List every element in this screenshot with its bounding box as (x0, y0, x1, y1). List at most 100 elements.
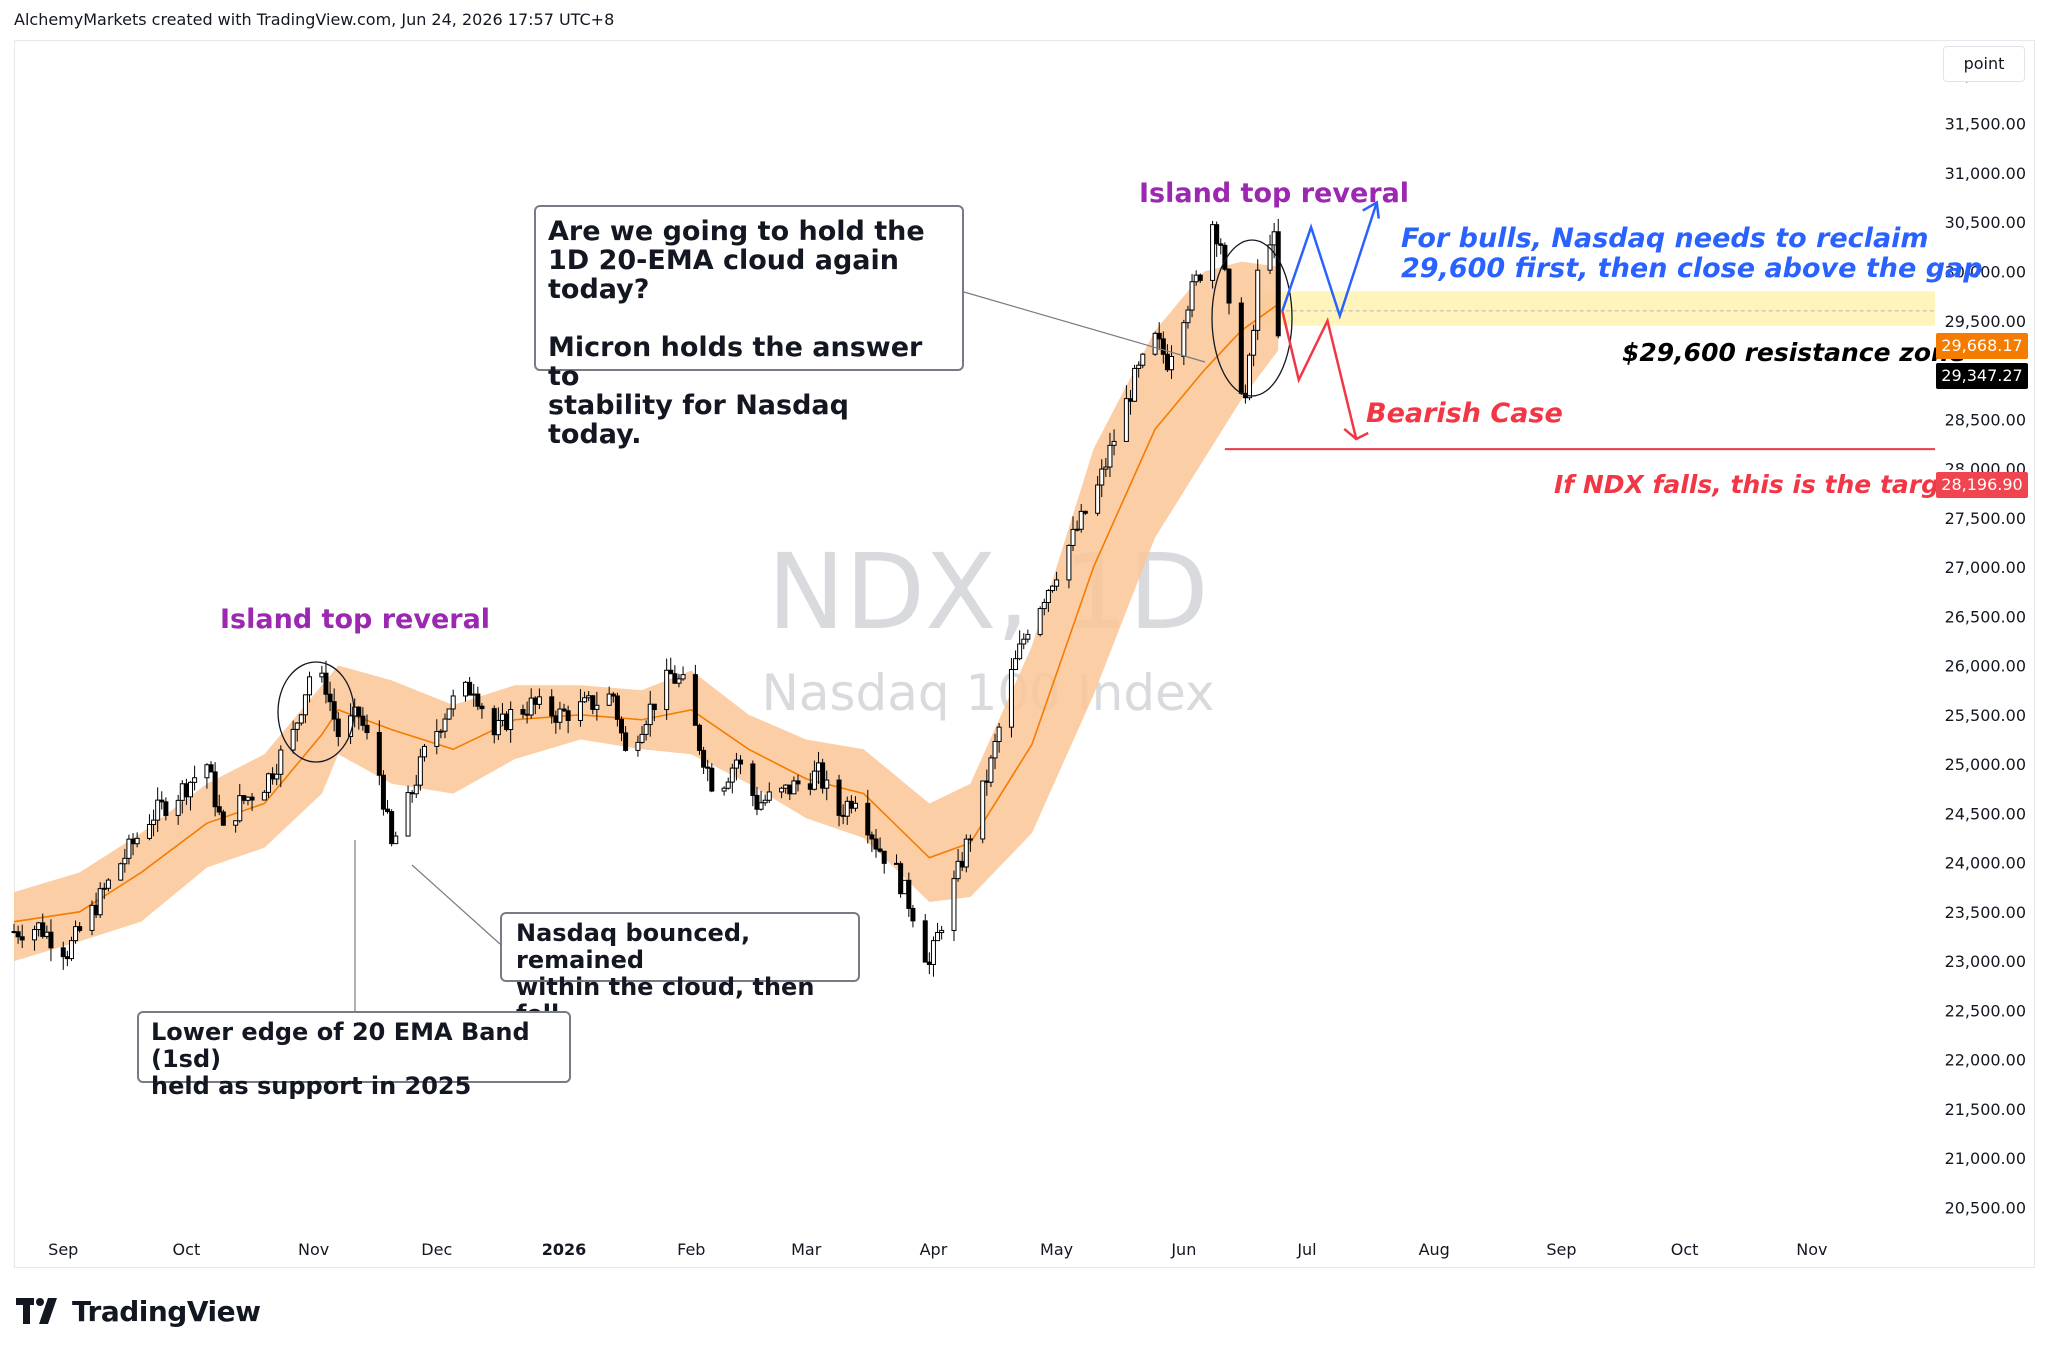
y-tick-label: 31,500.00 (1945, 115, 2026, 134)
candle-up (89, 904, 95, 931)
candle-up (1251, 329, 1257, 356)
candle-up (733, 759, 739, 769)
x-tick-label: Sep (48, 1240, 78, 1259)
candle (463, 680, 469, 702)
tradingview-logo[interactable]: TradingView (16, 1294, 261, 1328)
candle-up (192, 777, 198, 783)
price-scale-unit[interactable]: point (1943, 46, 2025, 82)
candle-down (241, 795, 247, 801)
candle-down (249, 796, 255, 801)
candle-down (1238, 302, 1244, 394)
candle-down (60, 947, 66, 958)
candle (77, 922, 83, 933)
candle-up (278, 749, 284, 775)
candle (446, 708, 452, 720)
tradingview-logo-icon (16, 1298, 57, 1324)
candle-up (421, 745, 427, 758)
candle (836, 774, 842, 827)
candle-down (848, 800, 854, 809)
candle-down (865, 802, 871, 836)
y-tick-label: 24,000.00 (1945, 854, 2026, 873)
candle (278, 745, 284, 788)
candle (155, 787, 161, 833)
candle (963, 834, 969, 873)
candle (438, 728, 444, 739)
candle-up (146, 823, 152, 839)
candle-up (902, 879, 908, 895)
candle-down (380, 774, 386, 810)
candle (676, 673, 682, 688)
candle-up (463, 681, 469, 697)
candle-down (610, 693, 616, 697)
y-tick-label: 24,500.00 (1945, 804, 2026, 823)
candle (405, 785, 411, 837)
candle-up (824, 779, 830, 789)
candle (1185, 305, 1191, 329)
bear-arrowhead (1343, 428, 1369, 441)
candle-up (307, 676, 313, 696)
candle (208, 761, 214, 773)
candle (298, 713, 304, 726)
price-chart[interactable]: NDX, 1D Nasdaq 100 Index 20,500.0021,000… (0, 0, 2048, 1290)
candle (902, 879, 908, 895)
candle (635, 735, 641, 757)
candle-down (212, 771, 218, 808)
candle (1123, 385, 1129, 442)
candle (1041, 598, 1047, 616)
candle (1074, 520, 1080, 532)
candle-up (783, 784, 789, 789)
candle-up (298, 714, 304, 724)
candle-down (959, 860, 965, 868)
candle (15, 925, 21, 944)
candle (639, 725, 645, 744)
candle-down (590, 695, 596, 710)
candle (865, 789, 871, 844)
candle-down (561, 708, 567, 712)
candle (898, 861, 904, 898)
candle (623, 726, 629, 752)
y-tick-label: 22,500.00 (1945, 1001, 2026, 1020)
candle (1049, 585, 1055, 593)
candle-up (1136, 364, 1142, 369)
candle (323, 660, 329, 704)
candle (696, 723, 702, 755)
candle-up (1169, 356, 1175, 371)
candle (122, 848, 128, 873)
candle-down (701, 749, 707, 768)
candle-down (364, 724, 370, 734)
chart-frame[interactable] (14, 40, 2035, 1268)
candle-up (664, 669, 670, 711)
island-label-2: Island top reveral (1139, 178, 1410, 209)
candle-up (290, 728, 296, 751)
candle (577, 689, 583, 727)
candle-up (791, 780, 797, 795)
candle-down (11, 931, 17, 934)
candle (1099, 459, 1105, 498)
candle (1152, 331, 1158, 356)
candle-down (795, 780, 801, 785)
candle-down (910, 907, 916, 922)
candle-up (766, 791, 772, 801)
candle (692, 664, 698, 726)
x-tick-label: Jun (1170, 1240, 1196, 1259)
candle-up (1021, 638, 1027, 645)
candle-up (1193, 274, 1199, 283)
candle (479, 703, 485, 719)
candle-up (1107, 444, 1113, 468)
y-tick-label: 28,500.00 (1945, 410, 2026, 429)
candle (1082, 510, 1088, 515)
candle-up (495, 719, 501, 736)
candle (614, 692, 620, 727)
candle (935, 922, 941, 942)
candle (1210, 220, 1216, 289)
candle-up (1054, 579, 1060, 587)
candle-down (696, 724, 702, 751)
candle-up (939, 929, 945, 934)
candle-up (97, 888, 103, 916)
candle (750, 760, 756, 807)
callout-connectors (354, 291, 1206, 1011)
candle-up (988, 757, 994, 783)
bearish-case-label: Bearish Case (1366, 398, 1563, 429)
candle (360, 707, 366, 731)
candle (1132, 364, 1138, 403)
